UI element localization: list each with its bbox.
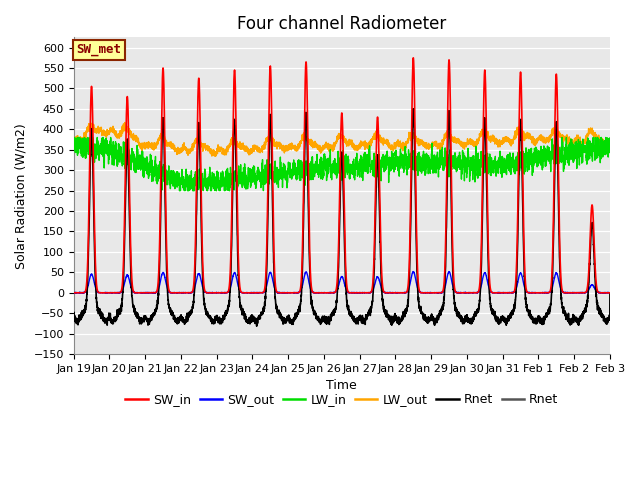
Y-axis label: Solar Radiation (W/m2): Solar Radiation (W/m2) xyxy=(15,123,28,269)
Title: Four channel Radiometer: Four channel Radiometer xyxy=(237,15,447,33)
X-axis label: Time: Time xyxy=(326,379,357,393)
Legend: SW_in, SW_out, LW_in, LW_out, Rnet, Rnet: SW_in, SW_out, LW_in, LW_out, Rnet, Rnet xyxy=(120,388,563,411)
Text: SW_met: SW_met xyxy=(77,44,122,57)
